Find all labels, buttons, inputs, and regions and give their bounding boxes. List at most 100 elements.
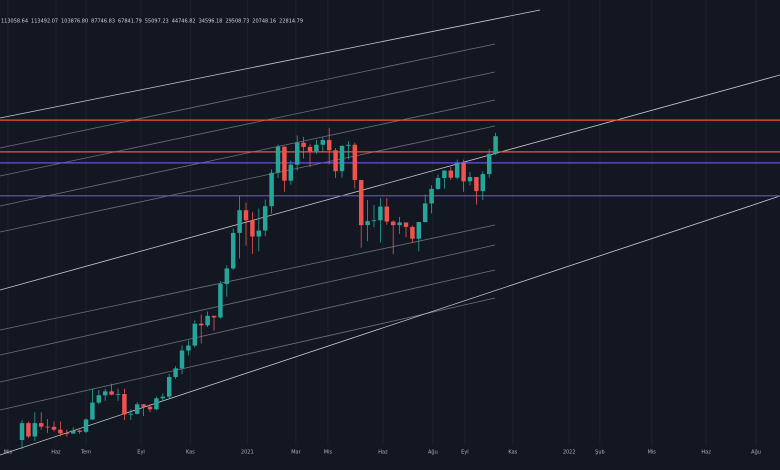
- channel-line: [0, 9, 541, 119]
- candle-body: [64, 433, 70, 435]
- candle-body: [448, 170, 454, 178]
- x-tick-label: Mis: [648, 450, 657, 456]
- x-tick-label: Mar: [291, 450, 301, 456]
- candle-body: [77, 430, 82, 432]
- x-axis: Mis Haz Tem Eyl Kas 2021 Mar Mis Haz Ağu Eyl Kas 202…: [4, 449, 761, 456]
- candle-body: [179, 350, 185, 369]
- candle-body: [198, 323, 204, 326]
- candle-body: [346, 144, 351, 146]
- candle-body: [371, 220, 377, 222]
- header-value: 87746.83: [91, 19, 115, 25]
- candle-body: [19, 423, 25, 441]
- candle-body: [115, 393, 121, 395]
- candle-body: [294, 142, 300, 165]
- x-tick-label: 2021: [241, 450, 254, 456]
- x-tick-label: Tem: [80, 450, 91, 456]
- candle-body: [102, 391, 108, 396]
- candle-body: [486, 153, 492, 175]
- channel-line: [0, 99, 496, 207]
- candle-body: [70, 430, 76, 434]
- candle-body: [365, 221, 370, 226]
- candle-body: [339, 145, 345, 172]
- channel-line: [0, 71, 496, 177]
- x-tick-label: Kas: [508, 450, 517, 456]
- header-value: 22814.79: [279, 19, 303, 25]
- levels: [0, 119, 780, 197]
- candle-body: [384, 206, 390, 222]
- candle-body: [262, 206, 268, 231]
- candle-body: [166, 377, 172, 397]
- candle-body: [288, 164, 294, 181]
- candle-body: [326, 140, 332, 151]
- candle-body: [275, 146, 281, 173]
- header-value: 67841.79: [118, 19, 142, 25]
- x-tick-label: Mis: [4, 450, 13, 456]
- header-value: 20748.16: [252, 19, 276, 25]
- candle-body: [358, 179, 364, 226]
- candle-body: [141, 404, 146, 407]
- candle-body: [38, 423, 44, 427]
- candle-body: [192, 323, 198, 346]
- candle-body: [352, 144, 358, 180]
- candle-body: [243, 210, 249, 221]
- channel-line: [0, 125, 496, 233]
- candle-body: [51, 426, 57, 430]
- x-tick-label: Eyl: [461, 450, 469, 456]
- channel-line: [0, 195, 780, 456]
- candle-body: [90, 402, 95, 420]
- candle-body: [307, 146, 313, 152]
- candle-body: [333, 150, 338, 172]
- header-value: 113492.07: [31, 19, 58, 25]
- candle-body: [269, 172, 274, 207]
- candle-body: [282, 146, 287, 181]
- x-tick-label: Kas: [186, 450, 195, 456]
- x-tick-label: 2022: [563, 450, 576, 456]
- candle-body: [454, 162, 460, 178]
- candle-body: [173, 368, 178, 378]
- header-value: 34596.18: [199, 19, 223, 25]
- candle-body: [109, 391, 114, 395]
- candle-body: [122, 393, 127, 415]
- candle-body: [237, 210, 242, 233]
- candle-body: [205, 315, 210, 326]
- candle-body: [467, 176, 473, 182]
- candle-body: [314, 144, 319, 152]
- x-tick-label: Eyl: [137, 450, 145, 456]
- channel-line: [0, 297, 496, 411]
- candle-body: [147, 406, 153, 410]
- candles: [19, 127, 498, 450]
- x-tick-label: Ağu: [751, 449, 761, 456]
- candle-body: [390, 221, 396, 226]
- candle-body: [45, 426, 50, 428]
- candle-body: [397, 222, 402, 226]
- channel-line: [0, 43, 496, 149]
- candle-body: [134, 404, 140, 414]
- candle-body: [474, 176, 479, 192]
- candle-body: [416, 222, 422, 239]
- candle-body: [461, 162, 466, 182]
- candle-body: [410, 226, 415, 239]
- candle-body: [301, 142, 306, 147]
- candle-body: [128, 413, 134, 415]
- x-tick-label: Ağu: [428, 449, 438, 456]
- candle-body: [224, 268, 230, 285]
- x-tick-label: Şub: [595, 450, 605, 456]
- x-tick-label: Haz: [701, 450, 711, 456]
- header-value: 55097.23: [145, 19, 169, 25]
- candle-body: [58, 429, 63, 434]
- candle-body: [403, 222, 409, 227]
- candle-body: [83, 419, 89, 432]
- candle-body: [320, 140, 326, 145]
- candle-body: [435, 177, 441, 189]
- candle-body: [493, 136, 498, 154]
- channel-lines: [0, 9, 780, 456]
- candle-body: [96, 395, 102, 403]
- candle-body: [154, 398, 159, 410]
- candle-body: [256, 230, 262, 237]
- candle-body: [378, 206, 383, 221]
- candle-body: [186, 345, 191, 351]
- grid: [7, 0, 757, 445]
- candle-body: [160, 396, 166, 399]
